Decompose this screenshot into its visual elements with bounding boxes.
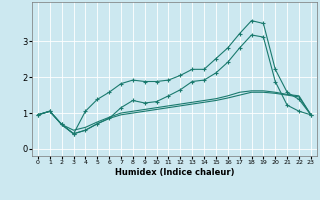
X-axis label: Humidex (Indice chaleur): Humidex (Indice chaleur) <box>115 168 234 177</box>
